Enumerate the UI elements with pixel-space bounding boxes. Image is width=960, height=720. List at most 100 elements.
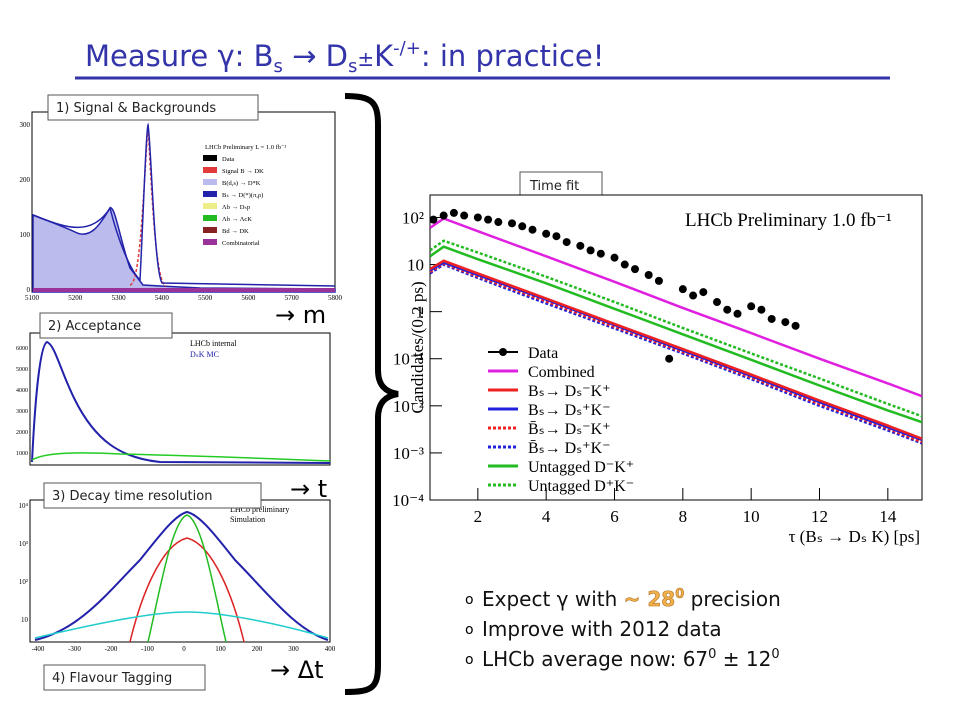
- y-tick-label: 10⁻²: [393, 397, 424, 416]
- fit-curve: [430, 259, 922, 440]
- y-tick-label: 10³: [19, 540, 28, 548]
- plot-label: Time fit: [529, 179, 579, 194]
- panel-label-box: [43, 482, 262, 509]
- bullet-part: Expect γ with: [482, 587, 624, 611]
- x-tick-label: 6: [610, 507, 619, 526]
- bullet-text: Expect γ with ~ 280 precision: [482, 587, 781, 611]
- x-tick-label: -400: [32, 645, 45, 653]
- bullet-part: Improve with 2012 data: [482, 617, 722, 641]
- x-tick-label: 5200: [68, 294, 83, 302]
- bullet-text: Improve with 2012 data: [482, 617, 722, 641]
- panel-acceptance: 1000 2000 3000 4000 5000 6000 LHCb internal DₛK…: [16, 332, 331, 466]
- x-tick-label: 5300: [112, 294, 127, 302]
- y-tick-label: 300: [20, 121, 31, 129]
- legend-swatch: [203, 167, 217, 173]
- title-part: : in practice!: [421, 39, 605, 73]
- data-point: [654, 276, 663, 285]
- legend-entry: Combined: [528, 364, 595, 381]
- arrow-label: → t: [290, 475, 327, 503]
- legend-entry: LHCb internal: [190, 339, 237, 348]
- title-part: K: [374, 39, 394, 73]
- y-tick-label: 10⁻¹: [393, 350, 424, 369]
- legend-entry: Untagged D⁻K⁺: [528, 459, 634, 476]
- title-part: s: [348, 56, 357, 77]
- y-tick-label: 10⁻⁴: [392, 491, 424, 510]
- y-tick-label: 2000: [16, 430, 28, 436]
- legend-entry: Λb → Dₛp: [222, 204, 250, 211]
- legend-entry: Data: [222, 156, 234, 163]
- y-tick-label: 10: [407, 256, 424, 275]
- data-point: [733, 309, 742, 318]
- y-tick-label: 10²: [402, 208, 424, 227]
- resolution-fit: [34, 510, 329, 641]
- bullet-marker: o: [465, 592, 474, 608]
- panel-label-box: [47, 94, 259, 121]
- y-tick-label: 0: [27, 286, 31, 294]
- legend-entry: Signal B → DK: [222, 168, 264, 175]
- legend-entry: B̄ₛ→ Dₛ⁺K⁻: [528, 440, 611, 457]
- x-tick-label: 5400: [155, 294, 170, 302]
- title-part: s: [274, 56, 283, 77]
- data-point: [576, 241, 585, 250]
- data-point: [449, 208, 458, 217]
- bullet-part: 0: [675, 587, 684, 602]
- bullet-marker: o: [465, 652, 474, 668]
- x-tick-label: 2: [474, 507, 483, 526]
- x-tick-label: -200: [105, 645, 118, 653]
- legend-entry: Bₛ→ Dₛ⁻K⁺: [528, 383, 611, 400]
- legend-entry: Untagged D⁺K⁻: [528, 478, 634, 495]
- data-point: [678, 285, 687, 294]
- legend-swatch: [203, 179, 217, 185]
- bullet-part: 0: [708, 647, 716, 662]
- panel-resolution: -400 -300 -200 -100 0 100 200 300 400 10 10² 10³ 10⁴…: [19, 499, 336, 653]
- x-tick-label: 4: [542, 507, 551, 526]
- y-tick-label: 10⁴: [19, 502, 29, 510]
- legend-entry: DₛK MC: [190, 350, 219, 359]
- gaussian-wide: [34, 611, 329, 639]
- title-part: ±: [357, 47, 374, 71]
- legend-entry: LHCb Preliminary L = 1.0 fb⁻¹: [205, 144, 286, 151]
- bullet-part: 0: [771, 647, 779, 662]
- bullet-part: ~ 28: [624, 587, 676, 611]
- bullet-part: precision: [684, 587, 781, 611]
- slide-title: Measure γ: Bs → Ds±K-/+: in practice!: [85, 38, 604, 77]
- data-point: [586, 246, 595, 255]
- legend-entry: B̄ₛ→ Dₛ⁻K⁺: [528, 421, 611, 438]
- fit-curve: [430, 217, 922, 398]
- data-point: [484, 215, 493, 224]
- legend-entry: Data: [528, 345, 558, 362]
- panel-label: 2) Acceptance: [48, 319, 141, 334]
- legend-swatch: [203, 155, 217, 161]
- panel-label-box: [39, 312, 173, 339]
- fit-curve: [32, 122, 336, 287]
- time-fit-plot: 10² 10 1 10⁻¹ 10⁻² 10⁻³ 10⁻⁴ 2 4 6 8 10 12 14τ (Bₛ → …: [392, 194, 923, 546]
- y-tick-label: 10: [21, 616, 29, 624]
- y-tick-label: 4000: [16, 388, 28, 394]
- x-tick-label: 200: [252, 645, 263, 653]
- y-tick-label: 100: [20, 231, 31, 239]
- data-point: [747, 302, 756, 311]
- legend-swatch: [203, 215, 217, 221]
- data-point: [552, 232, 561, 241]
- data-point: [508, 219, 516, 228]
- legend-entry: Bₛ→ Dₛ⁺K⁻: [528, 402, 611, 419]
- acceptance-curve: [31, 340, 331, 464]
- gaussian-core: [129, 537, 245, 643]
- data-point: [542, 229, 551, 238]
- x-tick-label: 8: [679, 507, 688, 526]
- bracket: [344, 93, 399, 695]
- data-point: [610, 253, 619, 262]
- x-tick-label: -100: [141, 645, 154, 653]
- data-point: [439, 211, 448, 220]
- y-tick-label: 1: [416, 303, 425, 322]
- y-tick-label: 10²: [19, 578, 28, 586]
- x-axis-label: τ (Bₛ → Dₛ K) [ps]: [789, 527, 920, 546]
- y-tick-label: 6000: [16, 346, 28, 352]
- x-tick-label: 5100: [25, 294, 40, 302]
- legend-swatch: [203, 191, 217, 197]
- data-point: [429, 215, 438, 224]
- data-point: [473, 213, 482, 222]
- data-point: [713, 298, 721, 307]
- data-point: [562, 238, 571, 247]
- acceptance-function: [31, 452, 331, 462]
